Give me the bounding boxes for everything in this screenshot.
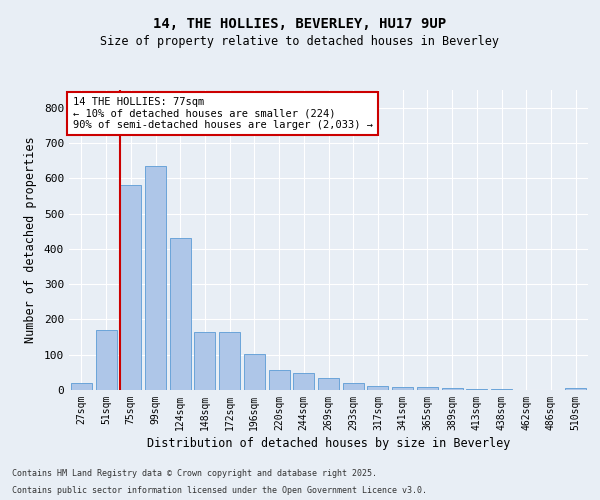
Y-axis label: Number of detached properties: Number of detached properties [24, 136, 37, 344]
Text: Size of property relative to detached houses in Beverley: Size of property relative to detached ho… [101, 35, 499, 48]
X-axis label: Distribution of detached houses by size in Beverley: Distribution of detached houses by size … [147, 437, 510, 450]
Bar [170, 238, 191, 390]
Bar [367, 386, 388, 390]
Bar [442, 388, 463, 390]
Text: Contains public sector information licensed under the Open Government Licence v3: Contains public sector information licen… [12, 486, 427, 495]
Bar [145, 166, 166, 390]
Bar [466, 389, 487, 390]
Bar [71, 383, 92, 390]
Bar [293, 374, 314, 390]
Bar [120, 186, 141, 390]
Bar [95, 330, 116, 390]
Bar [244, 354, 265, 390]
Text: 14 THE HOLLIES: 77sqm
← 10% of detached houses are smaller (224)
90% of semi-det: 14 THE HOLLIES: 77sqm ← 10% of detached … [73, 97, 373, 130]
Text: 14, THE HOLLIES, BEVERLEY, HU17 9UP: 14, THE HOLLIES, BEVERLEY, HU17 9UP [154, 18, 446, 32]
Bar [269, 370, 290, 390]
Bar [417, 387, 438, 390]
Bar [392, 387, 413, 390]
Bar [343, 383, 364, 390]
Bar [194, 332, 215, 390]
Text: Contains HM Land Registry data © Crown copyright and database right 2025.: Contains HM Land Registry data © Crown c… [12, 468, 377, 477]
Bar [318, 378, 339, 390]
Bar [219, 332, 240, 390]
Bar [565, 388, 586, 390]
